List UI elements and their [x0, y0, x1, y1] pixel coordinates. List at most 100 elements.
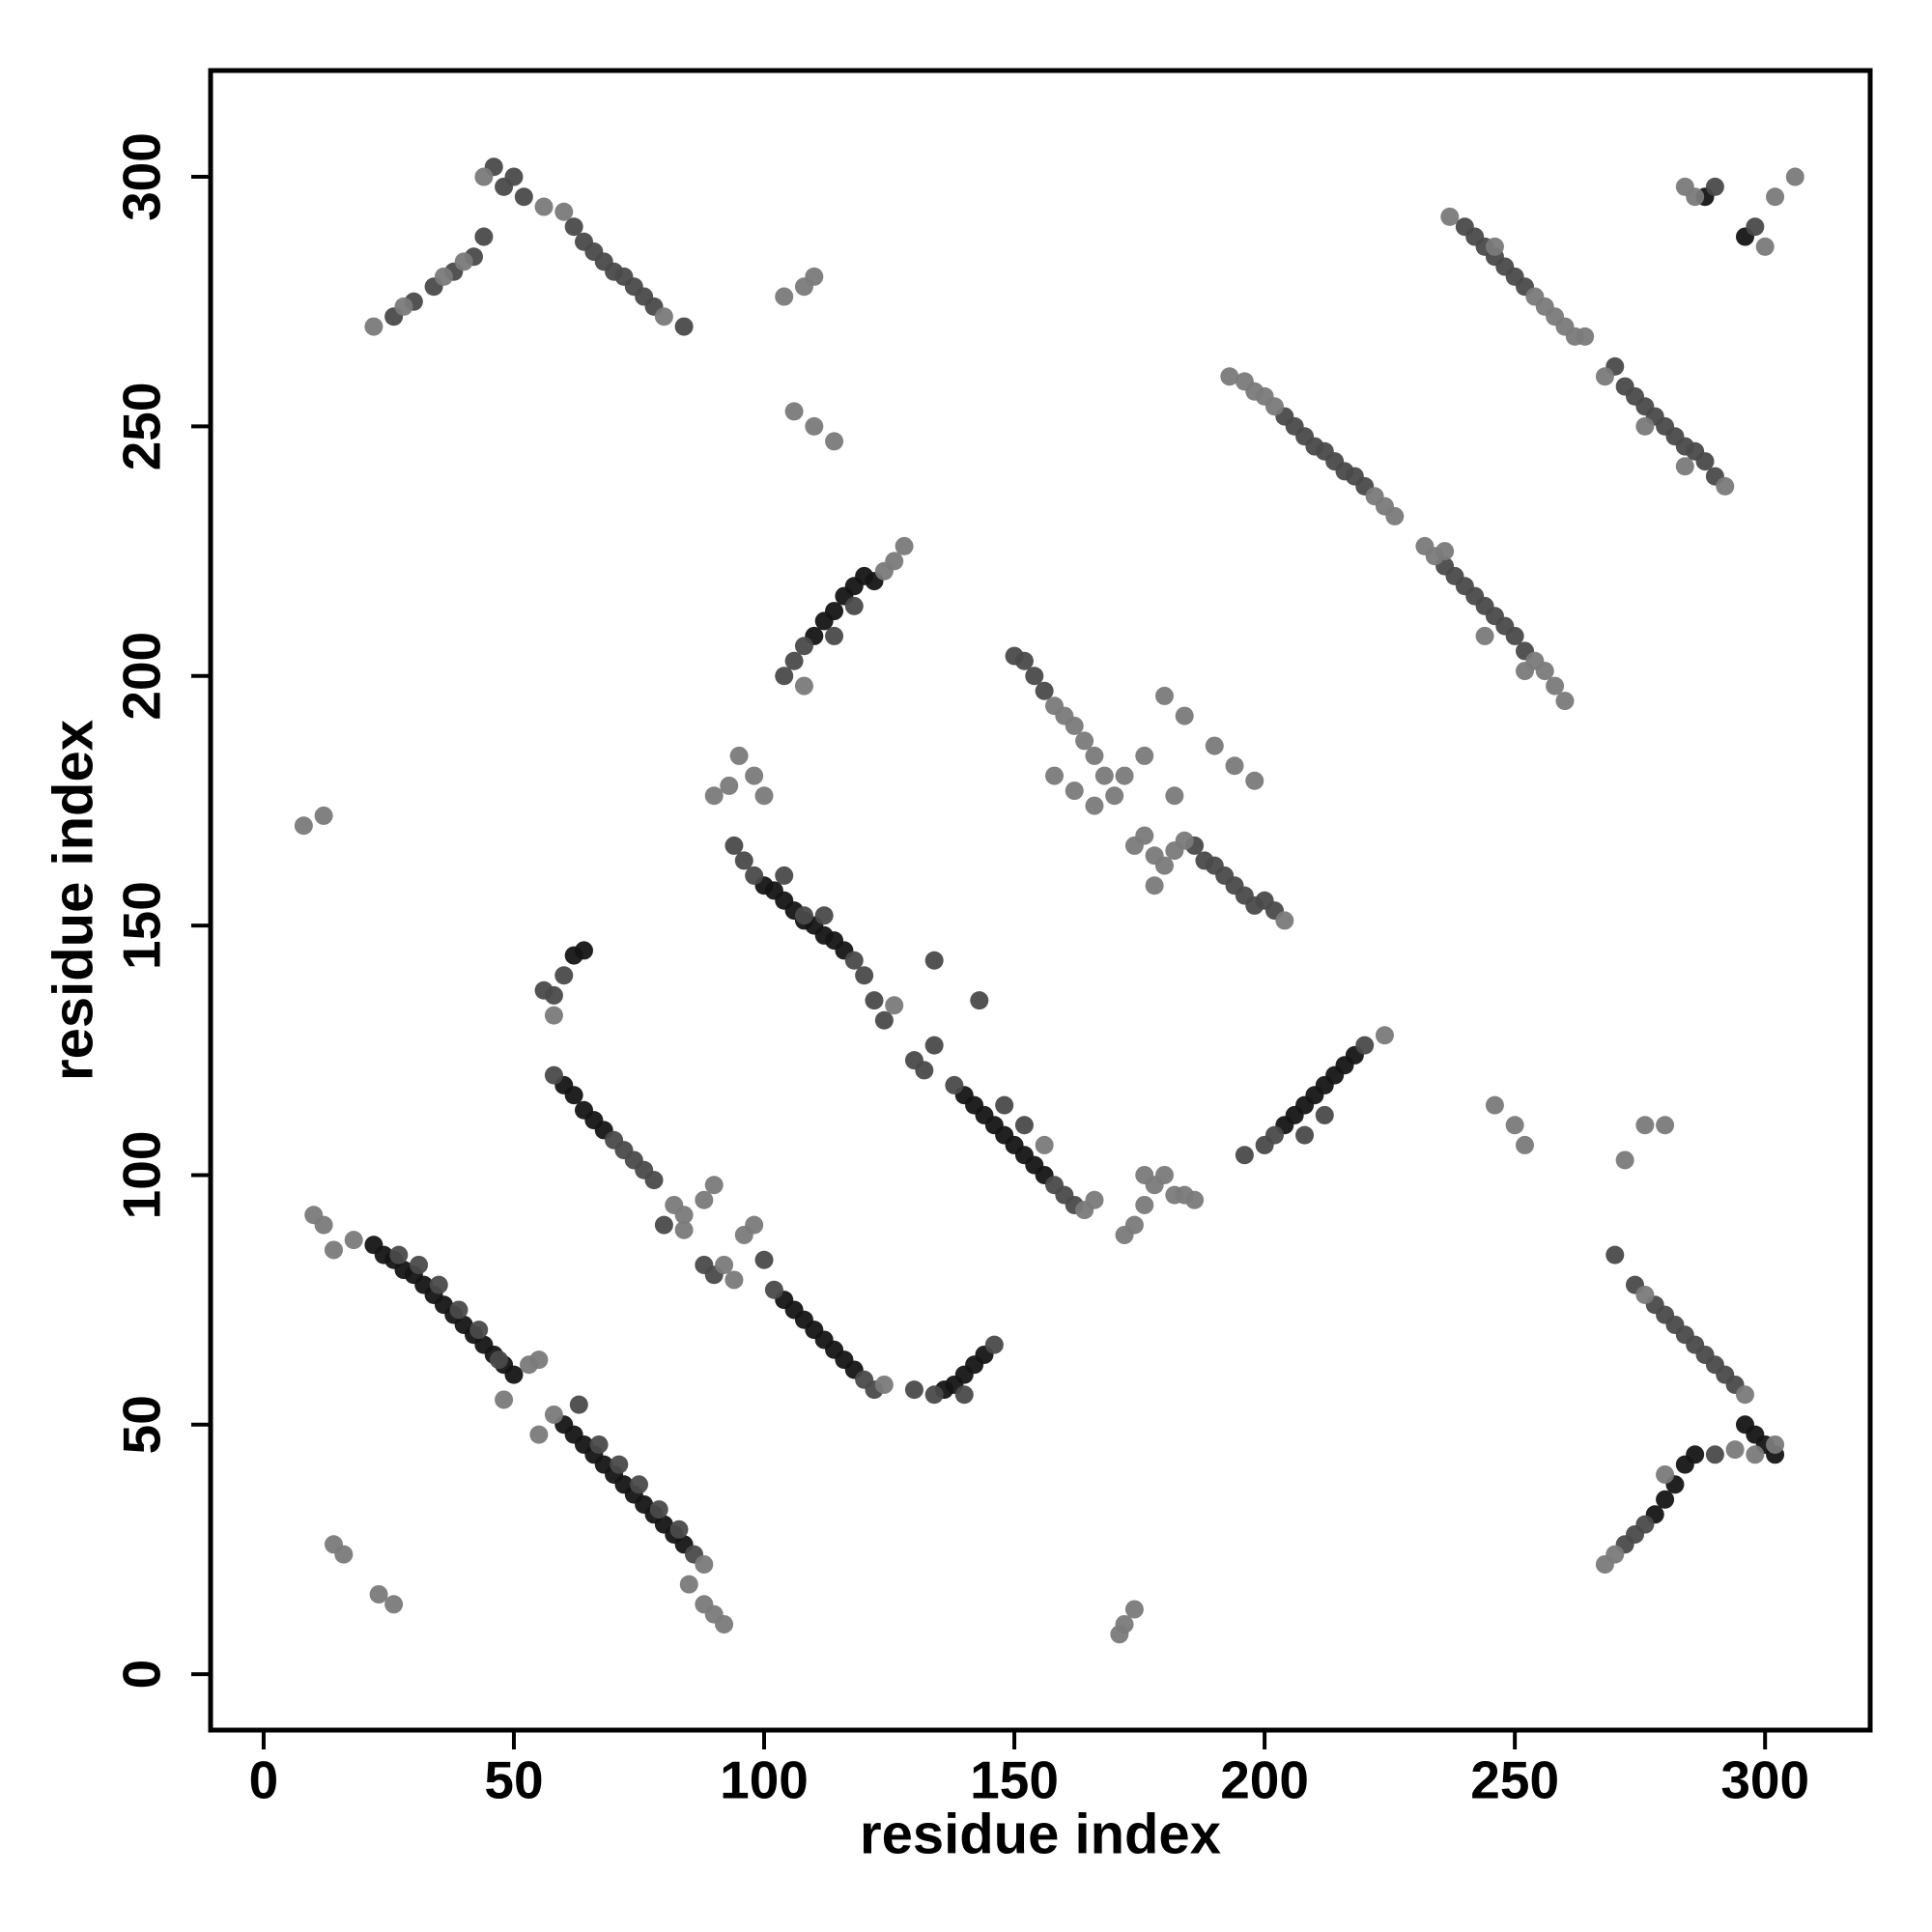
point	[734, 851, 753, 870]
x-tick-label: 300	[1720, 1750, 1809, 1810]
point	[1576, 327, 1595, 346]
point	[1124, 1215, 1144, 1235]
point	[629, 1475, 648, 1494]
point	[1440, 207, 1460, 226]
point	[1656, 1490, 1675, 1509]
points	[294, 157, 1804, 1644]
point	[729, 746, 749, 765]
point	[449, 1300, 469, 1320]
point	[1025, 667, 1044, 686]
point	[514, 187, 533, 207]
y-tick-label: 250	[112, 383, 172, 471]
point	[610, 1455, 629, 1474]
point	[754, 786, 774, 806]
point	[1154, 1165, 1174, 1184]
point	[1035, 681, 1054, 700]
point	[794, 906, 813, 925]
point	[844, 951, 864, 970]
point	[1635, 416, 1655, 436]
point	[1375, 1026, 1394, 1045]
point	[469, 1321, 489, 1340]
point	[389, 1245, 409, 1264]
point	[1115, 1614, 1134, 1634]
point	[754, 1250, 774, 1269]
point	[1615, 1151, 1634, 1170]
point	[844, 596, 864, 615]
point	[1735, 1385, 1754, 1405]
point	[674, 1206, 694, 1225]
point	[1725, 1440, 1745, 1460]
point	[1755, 237, 1775, 256]
y-tick-label: 300	[112, 132, 172, 221]
point	[1635, 1116, 1655, 1135]
point	[865, 991, 884, 1010]
point	[429, 1275, 448, 1294]
point	[529, 1425, 549, 1444]
point	[474, 227, 494, 246]
point	[1045, 766, 1065, 785]
point	[1716, 476, 1735, 496]
point	[649, 1500, 668, 1520]
point	[654, 1215, 673, 1235]
point	[695, 1554, 714, 1574]
point	[544, 1006, 563, 1025]
point	[434, 267, 453, 286]
point	[364, 317, 384, 336]
point	[534, 197, 554, 216]
point	[1085, 796, 1104, 815]
point	[369, 1584, 388, 1604]
point	[1145, 876, 1164, 895]
point	[1014, 651, 1034, 670]
point	[1516, 1135, 1535, 1154]
point	[1485, 237, 1504, 256]
point	[970, 991, 989, 1010]
point	[504, 1365, 524, 1384]
point	[1555, 692, 1575, 711]
x-tick-label: 150	[970, 1750, 1059, 1810]
point	[564, 1086, 583, 1105]
point	[885, 552, 904, 571]
point	[794, 676, 813, 696]
point	[1135, 826, 1154, 845]
point	[1546, 676, 1565, 696]
point	[474, 167, 494, 186]
point	[814, 906, 834, 925]
point	[1014, 1116, 1034, 1135]
point	[945, 1075, 964, 1094]
point	[784, 651, 804, 670]
x-tick-label: 0	[249, 1750, 279, 1810]
point	[924, 1036, 944, 1055]
point	[674, 1220, 694, 1239]
point	[1264, 397, 1284, 416]
point	[314, 806, 333, 825]
point	[314, 1215, 333, 1235]
point	[720, 776, 739, 795]
point	[324, 1535, 343, 1554]
point	[1165, 786, 1184, 806]
point	[775, 287, 794, 306]
point	[924, 1385, 944, 1405]
point	[1135, 746, 1154, 765]
point	[294, 816, 313, 836]
point	[1264, 1125, 1284, 1145]
point	[1635, 1285, 1655, 1304]
point	[924, 951, 944, 970]
point	[1746, 1445, 1765, 1464]
point	[344, 1231, 363, 1250]
point	[915, 1061, 934, 1080]
point	[554, 202, 574, 221]
point	[1094, 766, 1114, 785]
point	[1075, 731, 1094, 751]
point	[805, 416, 824, 436]
point	[954, 1385, 974, 1405]
point	[1435, 542, 1455, 561]
point	[704, 1176, 724, 1195]
point	[410, 1255, 429, 1274]
point	[1605, 1245, 1625, 1264]
point	[775, 667, 794, 686]
point	[784, 402, 804, 421]
point	[669, 1520, 689, 1539]
x-tick-label: 100	[720, 1750, 809, 1810]
point	[489, 1350, 508, 1370]
point	[1686, 187, 1705, 207]
